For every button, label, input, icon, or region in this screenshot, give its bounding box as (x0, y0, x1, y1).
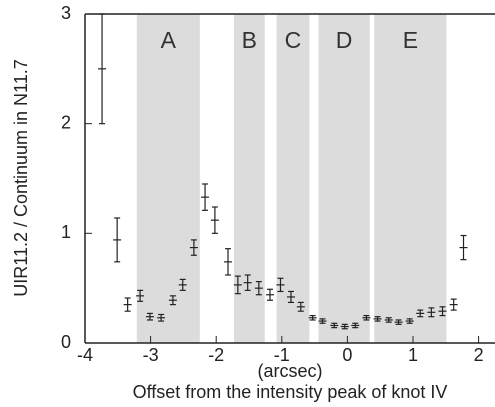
region-label: A (161, 27, 177, 53)
x-tick-label: -2 (208, 345, 224, 365)
region-label: E (403, 27, 418, 53)
y-tick-label: 0 (61, 332, 71, 352)
region-label: C (285, 27, 302, 53)
region (374, 14, 447, 343)
x-tick-label: -4 (77, 345, 93, 365)
region (276, 14, 310, 343)
y-tick-label: 2 (61, 112, 71, 132)
x-tick-label: 2 (474, 345, 484, 365)
x-tick-label: 0 (342, 345, 352, 365)
region-label: D (336, 27, 353, 53)
region (318, 14, 370, 343)
y-tick-label: 3 (61, 3, 71, 23)
region (136, 14, 200, 343)
y-axis-label: UIR11.2 / Continuum in N11.7 (11, 59, 31, 296)
region-label: B (242, 27, 257, 53)
x-tick-label: -3 (143, 345, 159, 365)
x-axis-label: Offset from the intensity peak of knot I… (133, 382, 448, 402)
y-tick-label: 1 (61, 222, 71, 242)
x-tick-label: -1 (274, 345, 290, 365)
x-axis-unit: (arcsec) (257, 361, 322, 381)
x-tick-label: 1 (408, 345, 418, 365)
